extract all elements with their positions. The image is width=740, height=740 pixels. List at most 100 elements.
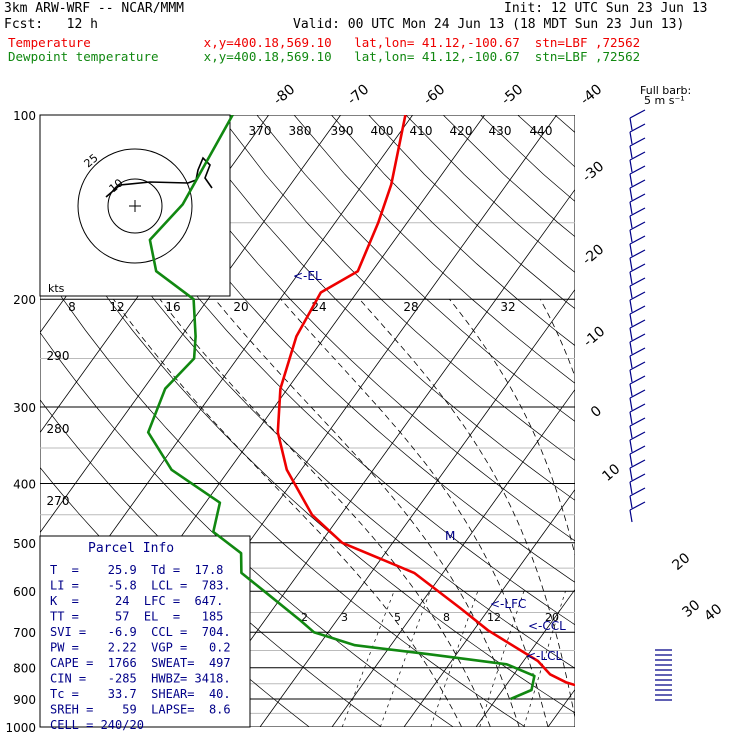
mixing-ratio-line <box>582 591 620 727</box>
forecast-hour: Fcst: 12 h <box>4 17 98 32</box>
dry-adiabat-line <box>182 115 575 501</box>
isotherm-line <box>547 688 575 727</box>
wind-barb <box>629 187 633 201</box>
wind-barb <box>629 487 646 497</box>
dewpoint-profile <box>146 115 536 701</box>
dry-adiabat-line <box>256 115 575 422</box>
wind-barb <box>629 313 633 327</box>
wind-barb <box>629 453 633 467</box>
pressure-label: 700 <box>13 626 36 640</box>
wind-barb <box>629 137 646 147</box>
wind-barb <box>629 159 633 173</box>
wind-barb <box>629 151 646 161</box>
mixing-ratio-label: 20 <box>545 611 559 624</box>
wind-barb <box>629 215 633 229</box>
pressure-label: 500 <box>13 537 36 551</box>
wet-bulb-scale-label: 20 <box>233 300 248 314</box>
theta-label: 400 <box>371 124 394 138</box>
wind-barb <box>629 411 633 425</box>
mixing-ratio-label: 3 <box>341 611 348 624</box>
isotherm-label: 40 <box>701 601 725 625</box>
wet-bulb-scale-label: 16 <box>165 300 180 314</box>
barb-key-unit: 5 m s⁻¹ <box>644 94 685 107</box>
sounding-annotation: <-EL <box>293 269 322 283</box>
wind-barb <box>629 193 646 203</box>
init-time: Init: 12 UTC Sun 23 Jun 13 <box>504 1 708 16</box>
wind-barb <box>629 495 633 509</box>
wind-barb <box>629 459 646 469</box>
dry-adiabat-line <box>480 115 575 202</box>
wind-barb <box>629 347 646 357</box>
wind-barb <box>629 327 633 341</box>
theta-label: 390 <box>331 124 354 138</box>
wind-barb <box>629 473 646 483</box>
wind-barb <box>629 221 646 231</box>
isotherm-label: -80 <box>271 81 299 108</box>
wind-barb <box>629 341 633 355</box>
parcel-row: SVI = -6.9 CCL = 704. <box>50 625 231 639</box>
wind-barb <box>629 285 633 299</box>
sounding-annotation: <-CCL <box>528 619 566 633</box>
temperature-legend: Temperature x,y=400.18,569.10 lat,lon= 4… <box>8 35 641 50</box>
sounding-annotation: <-LFC <box>490 597 526 611</box>
barb-key-title: Full barb: <box>640 84 691 97</box>
wind-barb <box>629 481 633 495</box>
dry-adiabat-line <box>219 115 575 461</box>
wind-barb <box>629 131 633 145</box>
isotherm-label: 30 <box>679 597 703 621</box>
wind-barb <box>629 501 646 511</box>
mixing-ratio-line <box>341 591 395 727</box>
dewpoint-legend: Dewpoint temperature x,y=400.18,569.10 l… <box>8 49 641 64</box>
wind-barb <box>629 403 646 413</box>
wind-barb <box>629 263 646 273</box>
dry-adiabat-line <box>405 115 575 273</box>
mixing-ratio-line <box>430 591 479 727</box>
parcel-row: TT = 57 EL = 185 <box>50 610 223 624</box>
isotherm-label: -50 <box>499 81 527 108</box>
wind-barb <box>629 235 646 245</box>
dry-adiabat-line <box>40 195 575 714</box>
mixing-ratio-label: 2 <box>301 611 308 624</box>
dry-adiabat-line <box>144 115 575 542</box>
dry-adiabat-line <box>40 331 454 727</box>
wind-barbs: Full barb:5 m s⁻¹ <box>629 84 691 701</box>
wind-barb <box>629 439 633 453</box>
isotherm-label: -20 <box>580 241 608 268</box>
isotherm-line <box>259 288 575 727</box>
isotherm-label: 0 <box>588 403 605 421</box>
theta-label: 280 <box>47 422 70 436</box>
temperature-profile <box>276 115 575 687</box>
moist-adiabat-line <box>280 298 549 727</box>
wind-barb <box>629 417 646 427</box>
dry-adiabat-line <box>293 115 575 384</box>
wind-barb <box>629 319 646 329</box>
parcel-row: CIN = -285 HWBZ= 3418. <box>50 672 231 686</box>
wind-barb <box>629 249 646 259</box>
mixing-ratio-label: 8 <box>443 611 450 624</box>
dry-adiabat-line <box>331 115 575 347</box>
wet-bulb-scale-label: 28 <box>403 300 418 314</box>
wind-barb <box>629 467 633 481</box>
wind-barb <box>629 389 646 399</box>
dry-adiabat-line <box>554 115 575 133</box>
isotherm-label: -40 <box>578 81 606 108</box>
dry-adiabat-line <box>517 115 575 168</box>
moist-adiabat-line <box>214 298 520 727</box>
mixing-ratio-line <box>479 591 525 727</box>
mixing-ratio-line <box>523 591 566 727</box>
valid-time: Valid: 00 UTC Mon 24 Jun 13 (18 MDT Sun … <box>293 17 685 32</box>
wind-barb <box>629 173 633 187</box>
wind-barb <box>629 109 646 119</box>
mixing-ratio-label: 12 <box>487 611 501 624</box>
wind-barb <box>629 299 633 313</box>
series-layer <box>146 115 575 701</box>
annotations: <-EL <-LFC<-CCL <-LCL M <box>293 269 566 663</box>
isotherm-label: 10 <box>599 461 623 485</box>
pressure-label: 800 <box>13 662 36 676</box>
moist-adiabat-line <box>449 298 575 557</box>
wind-barb <box>629 165 646 175</box>
pressure-label: 300 <box>13 401 36 415</box>
theta-label: 270 <box>47 494 70 508</box>
wet-bulb-scale-label: 32 <box>500 300 515 314</box>
wind-barb <box>629 243 633 257</box>
